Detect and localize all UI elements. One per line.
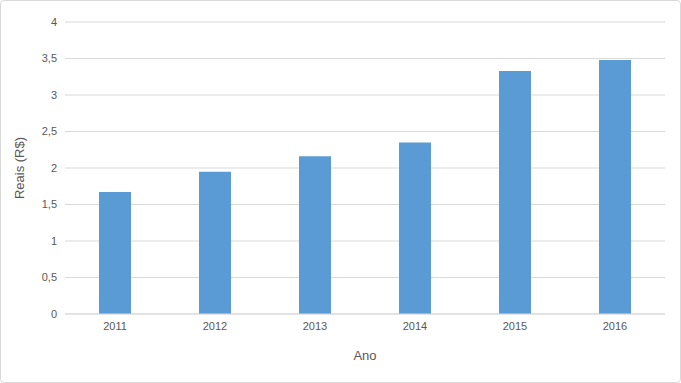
svg-text:1,5: 1,5 — [42, 198, 57, 210]
svg-text:Ano: Ano — [353, 348, 376, 363]
svg-text:2014: 2014 — [403, 320, 427, 332]
svg-text:2013: 2013 — [303, 320, 327, 332]
svg-text:4: 4 — [51, 16, 57, 28]
svg-text:2: 2 — [51, 162, 57, 174]
svg-text:2011: 2011 — [103, 320, 127, 332]
svg-text:3,5: 3,5 — [42, 52, 57, 64]
svg-text:3: 3 — [51, 89, 57, 101]
svg-text:1: 1 — [51, 235, 57, 247]
svg-text:0,5: 0,5 — [42, 271, 57, 283]
svg-text:2016: 2016 — [603, 320, 627, 332]
svg-text:Reais (R$): Reais (R$) — [12, 137, 27, 199]
svg-text:2015: 2015 — [503, 320, 527, 332]
svg-text:2,5: 2,5 — [42, 125, 57, 137]
svg-text:0: 0 — [51, 308, 57, 320]
svg-text:2012: 2012 — [203, 320, 227, 332]
